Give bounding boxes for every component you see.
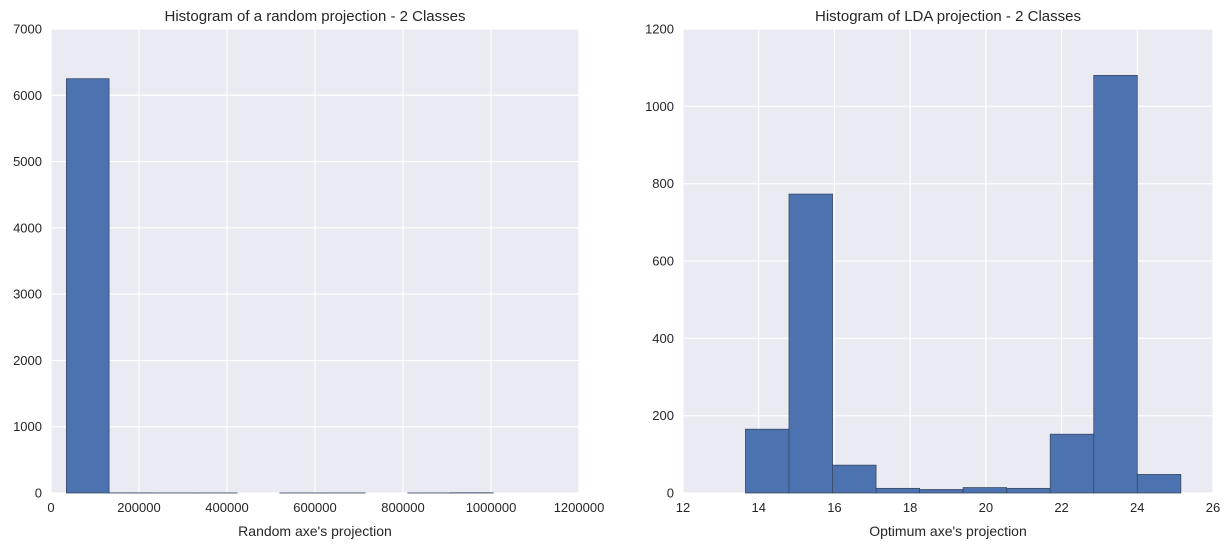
- y-tick-label: 800: [652, 176, 674, 191]
- y-tick-label: 4000: [13, 220, 42, 235]
- random-projection-histogram: 0 1000 2000 3000 4000 5000 6000 7000 0 200000 4000…: [13, 8, 604, 539]
- y-tick-label: 6000: [13, 88, 42, 103]
- lda-projection-histogram: 0 200 400 600 800 1000 1200 12 14 16 18 20 22 24 26 His…: [645, 8, 1220, 539]
- histogram-bar: [919, 489, 964, 494]
- y-tick-label: 1200: [645, 22, 674, 37]
- y-tick-label: 3000: [13, 287, 42, 302]
- x-tick-label: 800000: [381, 500, 424, 515]
- x-tick-label: 200000: [117, 500, 160, 515]
- y-tick-label: 600: [652, 254, 674, 269]
- y-tick-label: 2000: [13, 353, 42, 368]
- histogram-bar: [788, 193, 833, 494]
- y-tick-label: 400: [652, 331, 674, 346]
- chart-title: Histogram of LDA projection - 2 Classes: [815, 8, 1081, 25]
- y-tick-label: 5000: [13, 154, 42, 169]
- x-tick-label: 26: [1206, 500, 1220, 515]
- x-tick-label: 1000000: [466, 500, 517, 515]
- y-tick-label: 200: [652, 408, 674, 423]
- histogram-bar: [1136, 474, 1182, 494]
- histogram-bar: [1049, 433, 1095, 494]
- x-tick-label: 600000: [293, 500, 336, 515]
- x-tick-label: 14: [751, 500, 765, 515]
- x-axis-label: Optimum axe's projection: [869, 523, 1027, 539]
- x-tick-label: 22: [1054, 500, 1068, 515]
- histogram-bar: [875, 487, 921, 494]
- x-axis-label: Random axe's projection: [238, 523, 392, 539]
- y-tick-label: 0: [35, 486, 42, 501]
- x-tick-label: 12: [676, 500, 690, 515]
- y-tick-label: 1000: [13, 419, 42, 434]
- histogram-bar: [832, 464, 877, 494]
- histogram-bar: [66, 78, 110, 494]
- x-tick-label: 400000: [205, 500, 248, 515]
- histogram-bar: [962, 487, 1008, 494]
- y-tick-label: 7000: [13, 22, 42, 37]
- x-tick-label: 1200000: [554, 500, 605, 515]
- x-tick-label: 0: [47, 500, 54, 515]
- chart-title: Histogram of a random projection - 2 Cla…: [165, 8, 466, 25]
- x-tick-label: 20: [979, 500, 993, 515]
- histogram-bar: [1093, 75, 1138, 494]
- x-tick-label: 18: [903, 500, 917, 515]
- x-tick-label: 16: [827, 500, 841, 515]
- x-tick-label: 24: [1130, 500, 1144, 515]
- y-tick-label: 1000: [645, 99, 674, 114]
- histogram-bar: [1006, 487, 1051, 494]
- histogram-bar: [745, 428, 790, 494]
- y-tick-label: 0: [667, 486, 674, 501]
